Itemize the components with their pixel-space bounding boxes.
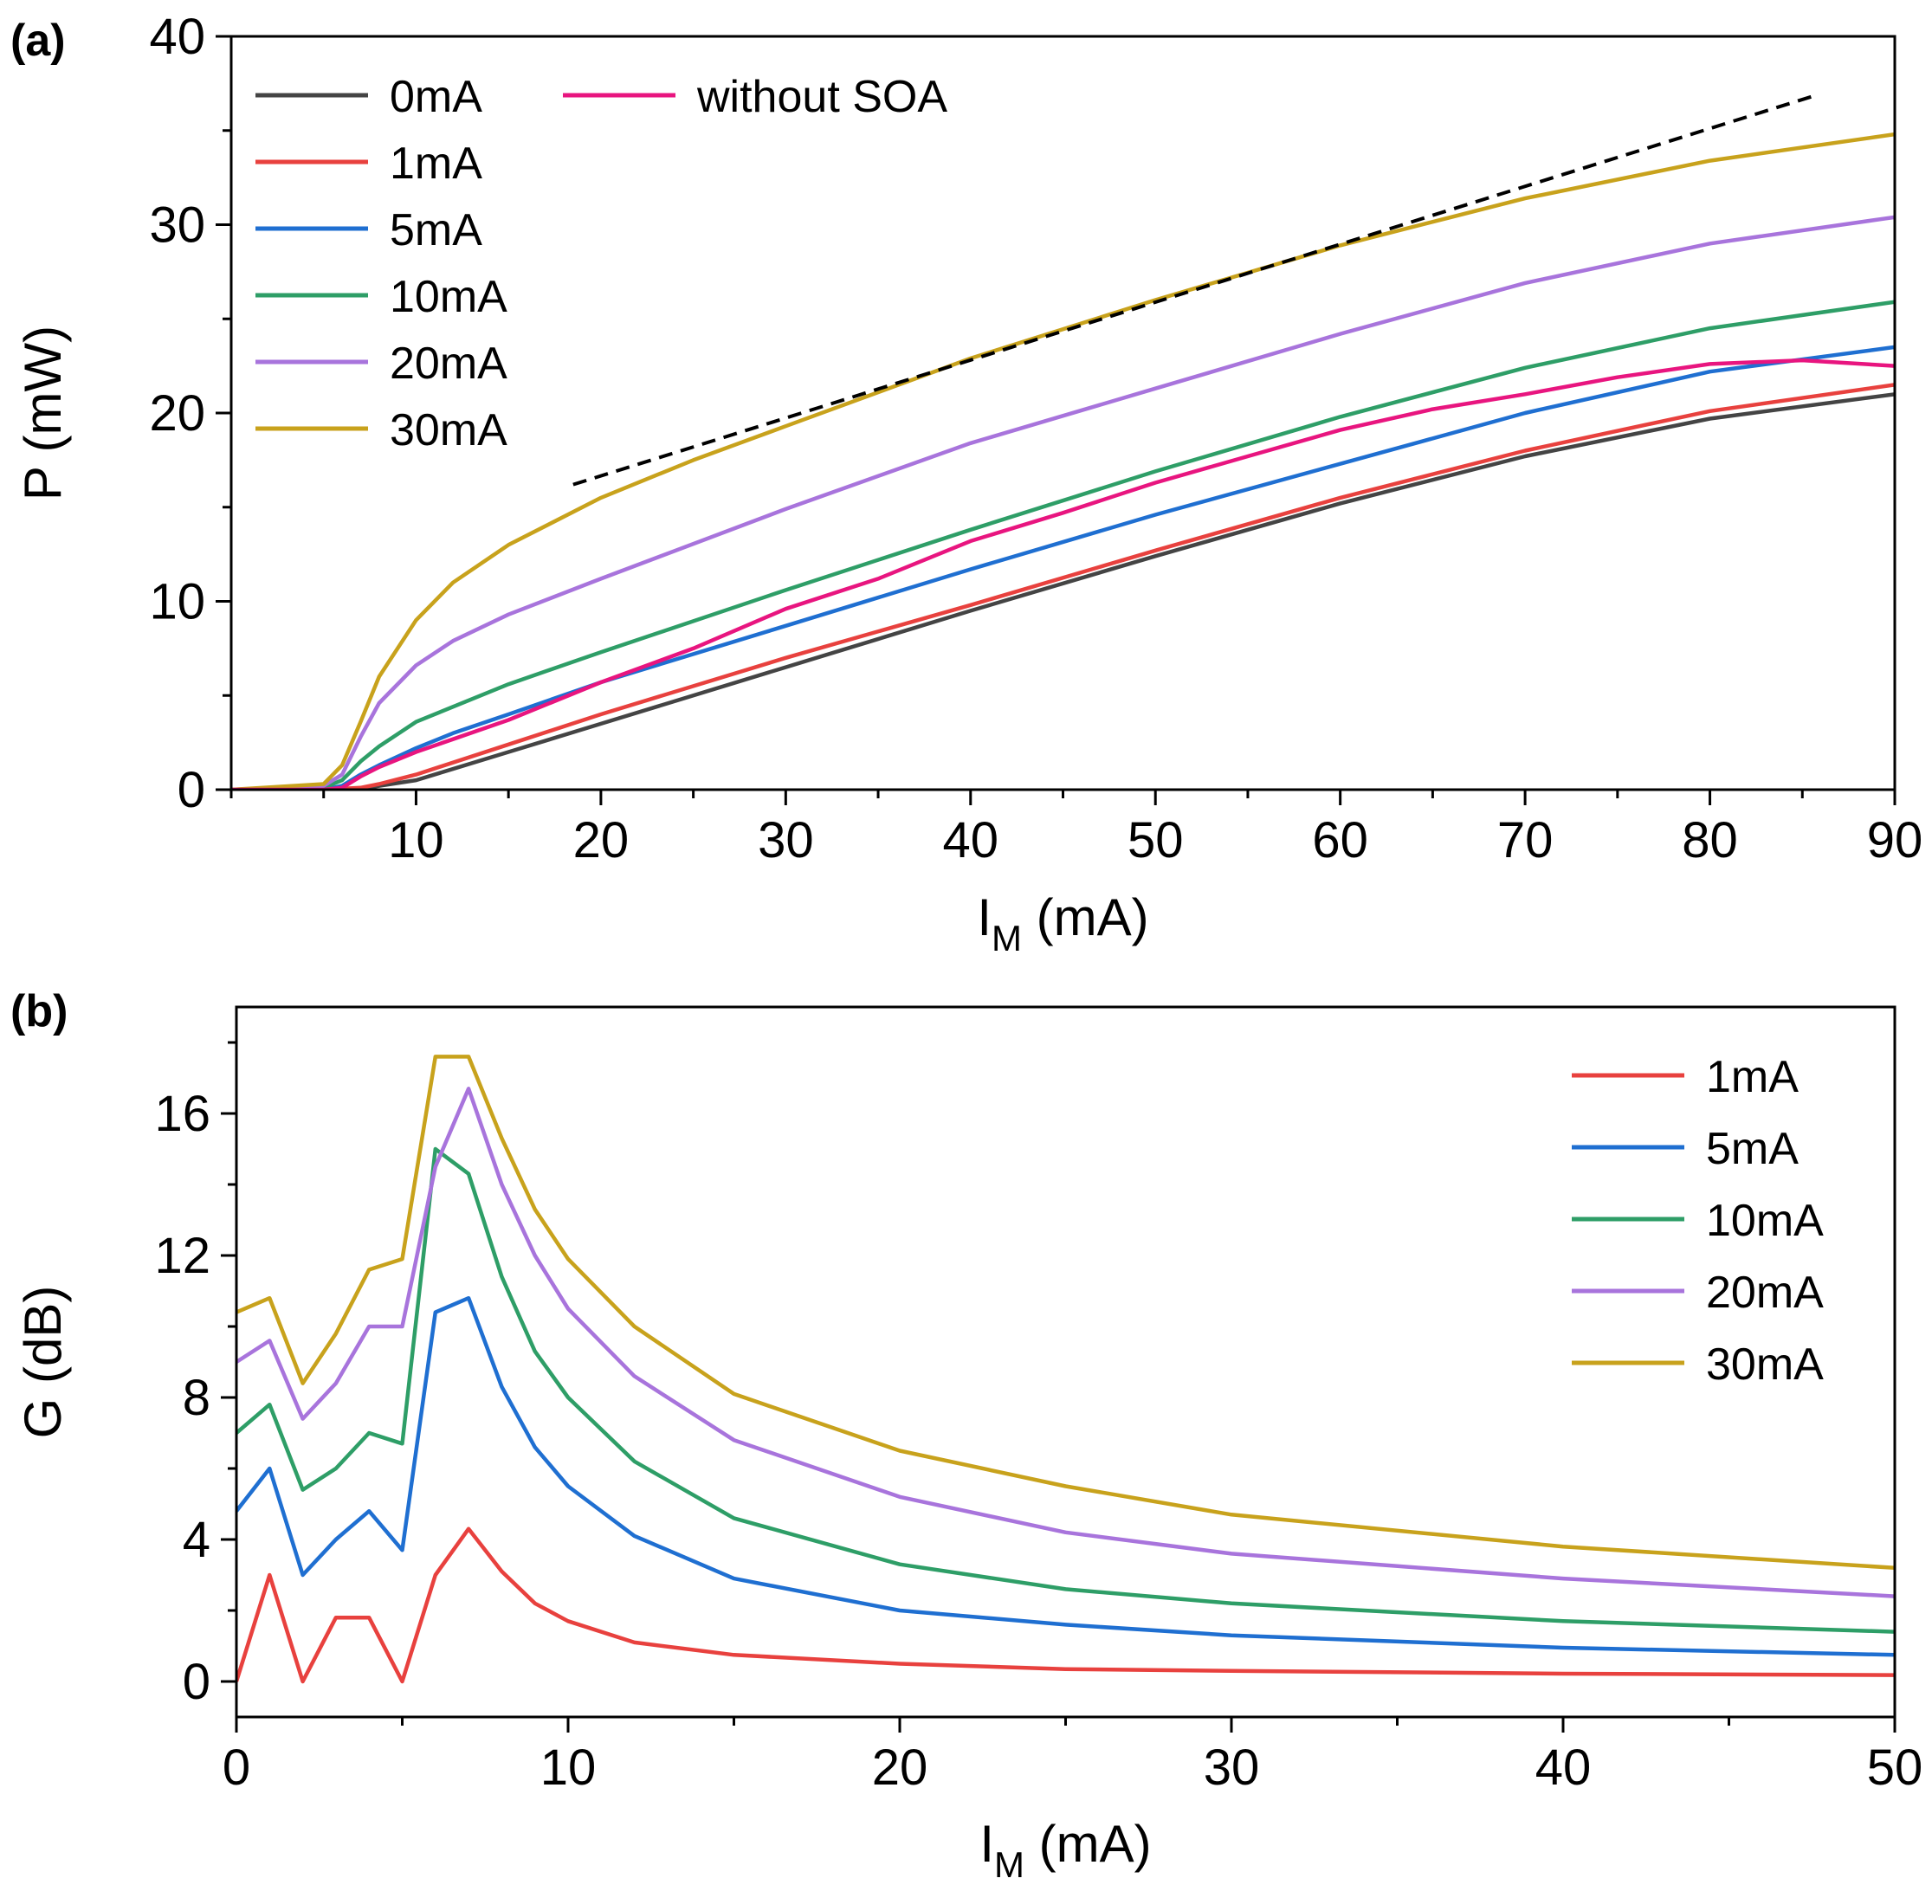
panel-b: 0 10 20 30 40 50 0 4 8 12 16 (b) G (dB) IM (mA) 1mA 5mA… xyxy=(10,986,1922,1885)
legend-item-b-5ma: 5mA xyxy=(1572,1124,1799,1174)
legend-label: 20mA xyxy=(390,339,507,389)
legend-item-a-5ma: 5mA xyxy=(255,205,482,255)
series-line-a-30ma xyxy=(231,132,1895,790)
x-tick-label: 10 xyxy=(540,1739,597,1796)
series-line-b-20ma xyxy=(236,1087,1895,1598)
legend-label: 20mA xyxy=(1706,1268,1824,1318)
legend-label: without SOA xyxy=(696,72,947,122)
x-tick-label: 10 xyxy=(388,812,444,868)
legend-b: 1mA 5mA 10mA 20mA 30mA xyxy=(1572,1052,1824,1390)
legend-label: 5mA xyxy=(1706,1124,1799,1174)
series-line-b-1ma xyxy=(236,1526,1895,1684)
legend-item-a-1ma: 1mA xyxy=(255,139,482,189)
y-axis-title-a: P (mW) xyxy=(14,326,72,500)
legend-label: 0mA xyxy=(390,72,482,122)
legend-item-a-0ma: 0mA xyxy=(255,72,482,122)
x-axis-title-b: IM (mA) xyxy=(979,1815,1151,1885)
x-tick-label: 80 xyxy=(1682,812,1738,868)
reference-dashed-line xyxy=(572,94,1812,487)
series-line-b-10ma xyxy=(236,1146,1895,1634)
y-axis-title-b: G (dB) xyxy=(14,1286,72,1439)
legend-item-a-30ma: 30mA xyxy=(255,405,507,455)
legend-label: 5mA xyxy=(390,205,482,255)
legend-label: 30mA xyxy=(390,405,507,455)
y-tick-label: 10 xyxy=(149,574,205,630)
x-tick-label: 20 xyxy=(872,1739,928,1796)
y-tick-label: 0 xyxy=(183,1654,210,1710)
x-tick-label: 30 xyxy=(1204,1739,1260,1796)
series-line-b-5ma xyxy=(236,1295,1895,1657)
x-tick-label: 50 xyxy=(1128,812,1184,868)
legend-label: 10mA xyxy=(390,272,507,322)
panel-label-a: (a) xyxy=(10,16,66,66)
legend-item-b-20ma: 20mA xyxy=(1572,1268,1824,1318)
x-tick-label: 60 xyxy=(1312,812,1368,868)
legend-label: 1mA xyxy=(1706,1052,1799,1102)
y-tick-label: 4 xyxy=(183,1512,210,1568)
x-tick-label: 40 xyxy=(943,812,999,868)
x-tick-label: 90 xyxy=(1867,812,1923,868)
legend-item-a-10ma: 10mA xyxy=(255,272,507,322)
legend-label: 30mA xyxy=(1706,1339,1824,1390)
x-axis-title-a: IM (mA) xyxy=(977,888,1148,958)
series-line-a-20ma xyxy=(231,215,1895,790)
legend-label: 1mA xyxy=(390,139,482,189)
y-tick-label: 16 xyxy=(154,1086,210,1142)
x-tick-label: 20 xyxy=(573,812,630,868)
x-tick-label: 70 xyxy=(1497,812,1554,868)
series-line-a-10ma xyxy=(231,300,1895,790)
x-tick-label: 0 xyxy=(223,1739,250,1796)
legend-a: 0mA 1mA 5mA 10mA 20mA 30mA without SOA xyxy=(255,72,947,455)
y-tick-label: 0 xyxy=(178,762,205,818)
x-tick-label: 50 xyxy=(1867,1739,1923,1796)
series-line-a-without-soa xyxy=(231,358,1895,790)
legend-item-b-1ma: 1mA xyxy=(1572,1052,1799,1102)
legend-item-a-20ma: 20mA xyxy=(255,339,507,389)
legend-item-a-without-soa: without SOA xyxy=(563,72,947,122)
legend-item-b-30ma: 30mA xyxy=(1572,1339,1824,1390)
y-tick-label: 12 xyxy=(154,1228,210,1284)
panel-a: 10 20 30 40 50 60 70 80 90 0 10 20 30 40 (a) P (mW) IM (… xyxy=(10,9,1922,958)
panel-label-b: (b) xyxy=(10,986,68,1036)
series-line-a-1ma xyxy=(231,383,1895,790)
y-tick-label: 40 xyxy=(149,9,205,65)
x-tick-label: 40 xyxy=(1535,1739,1592,1796)
series-line-b-30ma xyxy=(236,1055,1895,1571)
legend-item-b-10ma: 10mA xyxy=(1572,1196,1824,1246)
x-tick-label: 30 xyxy=(758,812,814,868)
legend-label: 10mA xyxy=(1706,1196,1824,1246)
y-tick-label: 20 xyxy=(149,385,205,442)
y-tick-label: 8 xyxy=(183,1370,210,1426)
y-tick-label: 30 xyxy=(149,197,205,254)
